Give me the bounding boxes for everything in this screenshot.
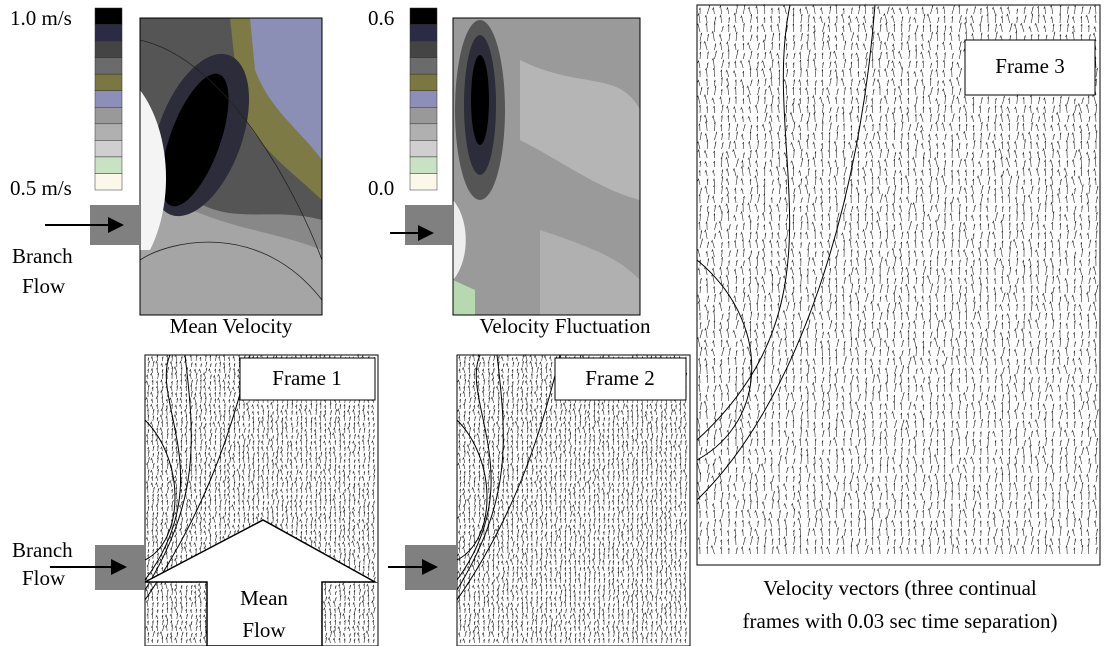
mean-flow-label: Mean xyxy=(240,586,288,610)
colorbar-swatch xyxy=(95,91,122,108)
colorbar-swatch xyxy=(95,74,122,91)
colorbar-min: 0.0 xyxy=(368,176,394,200)
colorbar-swatch xyxy=(410,157,437,174)
mean-velocity-map xyxy=(131,18,322,315)
branch-label: Flow xyxy=(22,274,66,298)
colorbar-swatch xyxy=(95,173,122,190)
caption: frames with 0.03 sec time separation) xyxy=(743,609,1058,633)
colorbar xyxy=(410,8,437,190)
colorbar-swatch xyxy=(410,58,437,75)
colorbar xyxy=(95,8,122,190)
colorbar-swatch xyxy=(410,173,437,190)
branch-label: Flow xyxy=(22,566,66,590)
fluctuation-map xyxy=(453,18,640,315)
branch-label: Branch xyxy=(12,244,73,268)
mean-flow-label: Flow xyxy=(242,618,286,642)
colorbar-swatch xyxy=(410,25,437,42)
colorbar-swatch xyxy=(410,107,437,124)
colorbar-swatch xyxy=(95,124,122,141)
colorbar-min: 0.5 m/s xyxy=(10,176,72,200)
frame-label: Frame 3 xyxy=(995,54,1064,78)
inlet xyxy=(405,205,453,245)
colorbar-swatch xyxy=(95,140,122,157)
colorbar-swatch xyxy=(95,41,122,58)
caption: Velocity vectors (three continual xyxy=(763,576,1037,600)
colorbar-swatch xyxy=(95,107,122,124)
branch-label: Branch xyxy=(12,538,73,562)
colorbar-swatch xyxy=(95,157,122,174)
colorbar-swatch xyxy=(410,8,437,25)
frame-label: Frame 1 xyxy=(272,366,341,390)
colorbar-swatch xyxy=(410,74,437,91)
colorbar-max: 0.6 xyxy=(368,6,394,30)
colorbar-swatch xyxy=(95,8,122,25)
map-caption: Velocity Fluctuation xyxy=(480,314,651,338)
colorbar-swatch xyxy=(410,124,437,141)
frame-label: Frame 2 xyxy=(585,366,654,390)
colorbar-max: 1.0 m/s xyxy=(10,6,72,30)
map-caption: Mean Velocity xyxy=(170,314,293,338)
colorbar-swatch xyxy=(410,140,437,157)
colorbar-swatch xyxy=(95,58,122,75)
colorbar-swatch xyxy=(95,25,122,42)
colorbar-swatch xyxy=(410,41,437,58)
colorbar-swatch xyxy=(410,91,437,108)
figure: 1.0 m/s 0.5 m/s 0.6 0.0 Mean Velocity Ve… xyxy=(0,0,1110,646)
